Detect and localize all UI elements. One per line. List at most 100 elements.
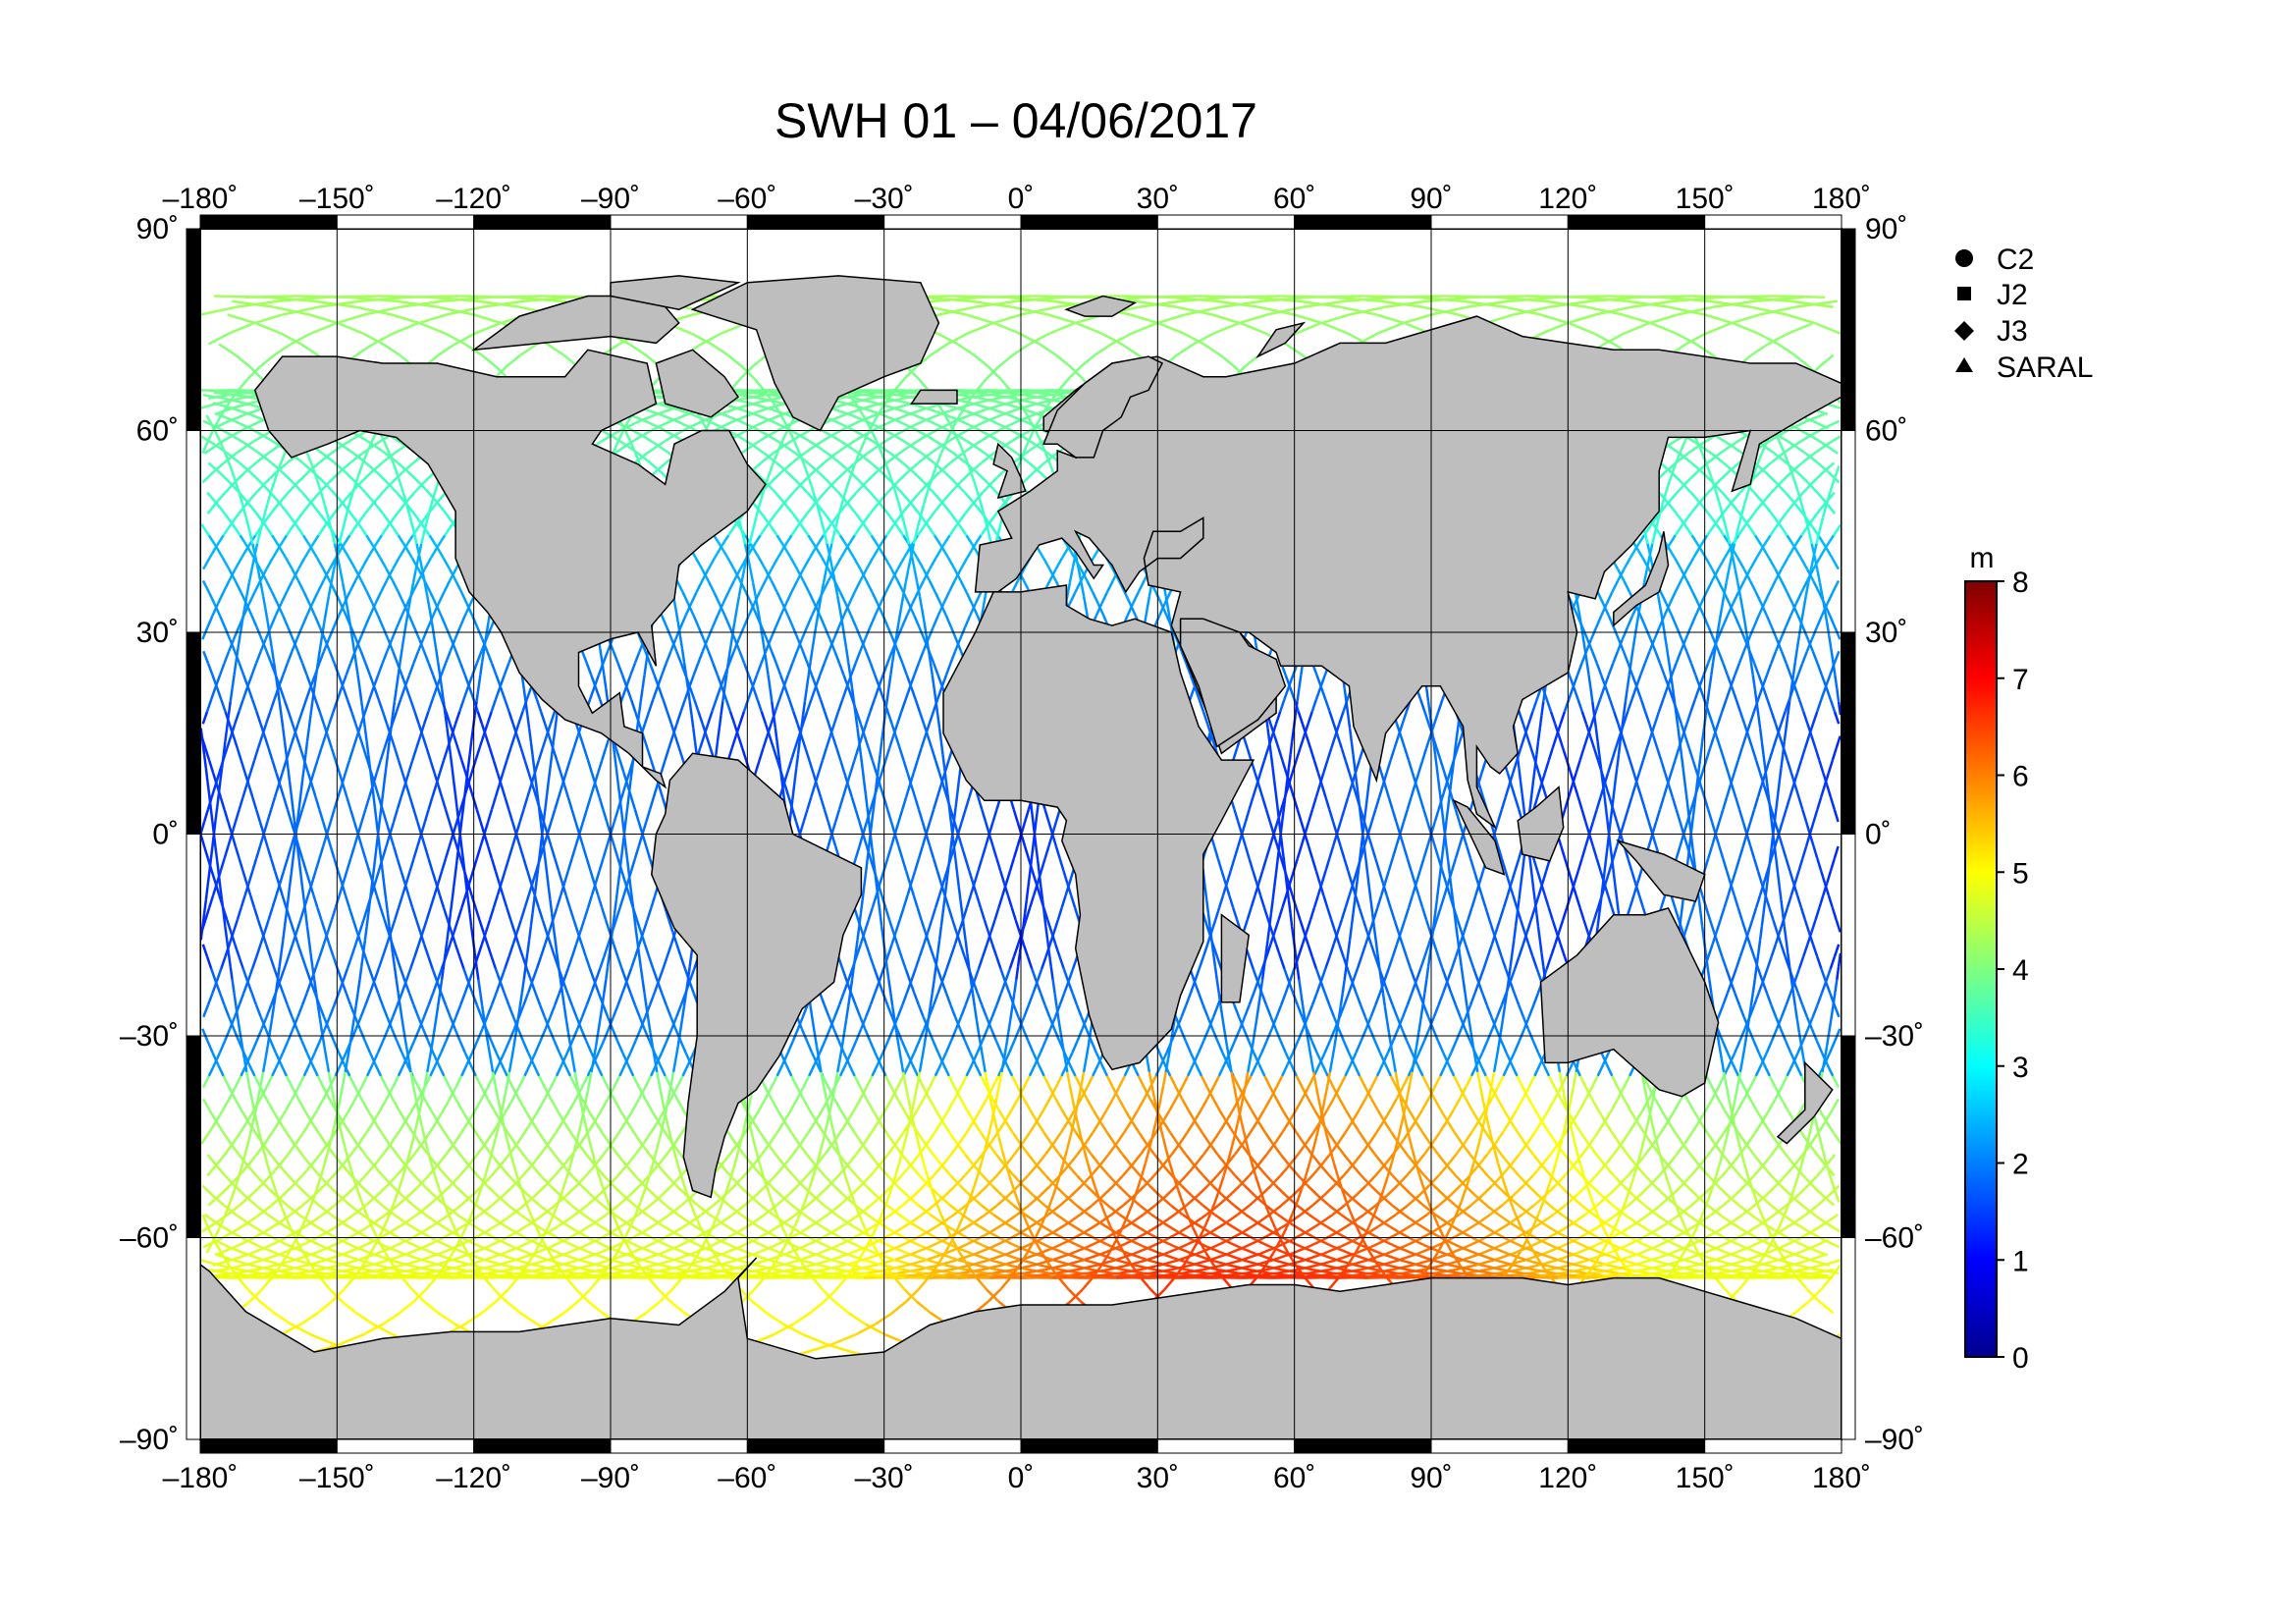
track-segment [1034,1052,1042,1065]
track-segment [858,821,865,835]
track-segment [620,784,627,798]
track-segment [462,968,469,982]
track-segment [1214,907,1221,921]
track-segment [1527,1098,1537,1111]
track-segment [590,1194,604,1207]
track-segment [1762,591,1771,605]
track-segment [1338,711,1345,725]
track-segment [1166,1264,1187,1271]
track-segment [760,711,768,725]
track-segment [1008,955,1016,970]
track-segment [1385,1184,1399,1197]
track-segment [315,557,325,570]
track-segment [407,992,415,1005]
track-segment [1152,1163,1164,1177]
track-segment [238,858,244,872]
track-segment [1496,809,1504,823]
track-segment [554,992,561,1005]
track-segment [642,735,649,749]
track-segment [846,534,856,548]
track-segment [1567,870,1574,884]
track-segment [1338,1075,1347,1089]
track-segment [1707,711,1714,725]
track-segment [617,1194,631,1207]
track-segment [727,1131,737,1145]
track-segment [1736,523,1747,537]
track-segment [1274,711,1282,725]
track-segment [959,557,969,570]
track-segment [625,686,633,700]
track-segment [422,650,430,664]
track-segment [1641,747,1648,761]
track-segment [688,968,696,982]
track-segment [1144,1174,1155,1187]
track-segment [668,1204,683,1216]
track-segment [743,663,750,676]
track-segment [744,1120,754,1134]
track-segment [1796,992,1804,1005]
track-segment [1311,1194,1325,1207]
track-segment [609,834,615,847]
track-segment [869,502,880,514]
track-segment [731,1204,746,1216]
track-segment [1244,809,1251,823]
track-segment [1084,1221,1100,1233]
track-segment [884,907,891,921]
track-segment [494,870,501,884]
track-segment [790,1131,801,1145]
track-segment [427,663,435,676]
track-segment [858,1204,872,1216]
track-segment [1019,1230,1036,1241]
track-segment [412,1004,420,1018]
track-segment [1449,1184,1462,1197]
track-segment [1225,870,1232,884]
track-segment [1324,955,1331,970]
track-segment [703,1230,720,1241]
track-segment [1022,471,1035,484]
track-segment [1721,955,1728,970]
track-segment [617,1120,627,1134]
track-segment [860,1246,879,1256]
track-segment [781,1052,789,1065]
track-segment [404,784,411,798]
track-segment [379,907,386,921]
track-segment [1602,603,1610,617]
track-segment [1793,534,1803,548]
track-segment [205,955,213,970]
track-segment [932,1040,939,1054]
track-segment [566,955,574,970]
track-segment [502,1184,514,1197]
track-segment [758,579,767,593]
track-segment [921,1204,935,1216]
track-segment [1563,1154,1575,1166]
track-segment [1017,1174,1030,1187]
track-segment [1136,1098,1146,1111]
track-segment [1512,894,1519,908]
track-segment [1734,663,1741,676]
track-segment [449,1174,461,1187]
track-segment [1653,711,1661,725]
track-segment [1122,1194,1136,1207]
track-segment [530,1120,541,1134]
track-segment [705,735,712,749]
track-segment [1459,932,1466,946]
track-segment [940,1163,952,1177]
track-segment [1297,1028,1305,1042]
track-segment [670,638,678,652]
track-segment [1584,932,1592,946]
track-segment [1328,944,1335,957]
track-segment [1228,1040,1237,1054]
track-segment [632,1075,641,1089]
track-segment [776,1109,786,1123]
track-segment [878,1163,889,1177]
track-segment [1816,461,1830,474]
track-segment [1369,1004,1377,1018]
track-segment [818,1184,830,1197]
track-segment [1281,1063,1289,1077]
track-segment [1477,1154,1489,1166]
track-segment [1540,1154,1552,1166]
track-segment [1052,389,1076,393]
track-segment [1717,1184,1730,1197]
track-segment [1233,1028,1242,1042]
track-segment [1736,1131,1747,1145]
